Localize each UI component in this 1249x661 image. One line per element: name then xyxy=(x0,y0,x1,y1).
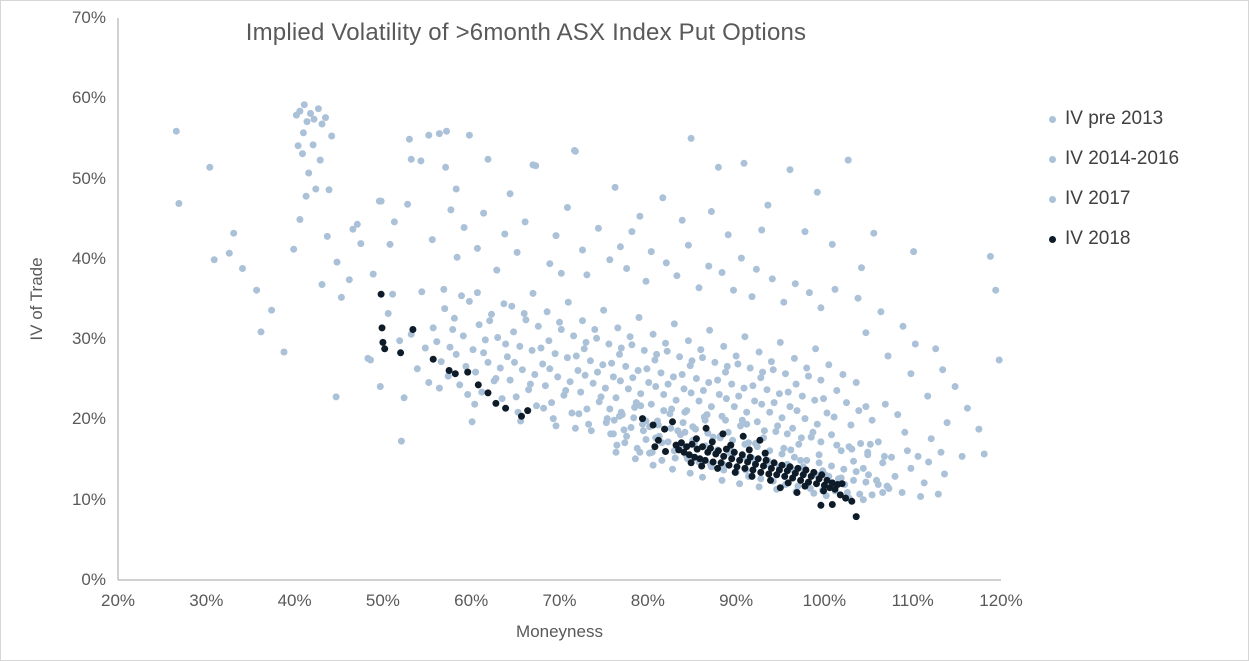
y-tick-label: 10% xyxy=(71,489,106,509)
x-tick-label: 110% xyxy=(891,591,934,610)
x-tick-label: 50% xyxy=(365,591,400,610)
legend-item-iv-2014-2016: IV 2014-2016 xyxy=(1049,139,1179,179)
x-tick-label: 40% xyxy=(277,591,312,610)
y-tick-label: 40% xyxy=(71,248,106,268)
x-tick-label: 100% xyxy=(802,591,847,610)
x-tick-label: 30% xyxy=(189,591,224,610)
y-tick-label: 0% xyxy=(81,570,106,589)
y-tick-label: 50% xyxy=(71,168,106,188)
y-tick-label: 20% xyxy=(71,409,106,429)
legend-item-iv-2017: IV 2017 xyxy=(1049,179,1179,219)
legend-label: IV 2017 xyxy=(1065,188,1131,209)
series-iv-2018 xyxy=(377,290,860,521)
legend-label: IV pre 2013 xyxy=(1065,108,1164,129)
legend-label: IV 2018 xyxy=(1065,228,1131,249)
legend-item-iv-2018: IV 2018 xyxy=(1049,219,1179,259)
legend-marker-icon xyxy=(1049,115,1056,123)
legend-marker-icon xyxy=(1049,155,1056,163)
series-iv-pre-2013 xyxy=(172,101,1003,460)
chart-title: Implied Volatility of >6month ASX Index … xyxy=(245,19,807,46)
y-tick-label: 60% xyxy=(71,88,106,108)
x-tick-label: 80% xyxy=(630,591,665,610)
x-tick-label: 20% xyxy=(100,591,136,610)
legend-item-iv-pre-2013: IV pre 2013 xyxy=(1049,99,1179,139)
legend-label: IV 2014-2016 xyxy=(1065,148,1180,169)
y-tick-label: 30% xyxy=(71,329,106,349)
x-axis-title: Moneyness xyxy=(516,622,603,641)
y-axis-title: IV of Trade xyxy=(27,257,46,341)
x-tick-label: 70% xyxy=(542,591,577,610)
legend-marker-icon xyxy=(1049,195,1056,203)
x-tick-label: 60% xyxy=(454,591,489,610)
series-iv-2014-2016 xyxy=(332,285,948,500)
chart-legend: IV pre 2013 IV 2014-2016 IV 2017 IV 2018 xyxy=(1049,99,1179,259)
y-tick-label: 70% xyxy=(71,8,106,27)
x-tick-label: 90% xyxy=(719,591,754,610)
legend-marker-icon xyxy=(1049,235,1056,243)
x-tick-label: 120% xyxy=(979,591,1023,610)
